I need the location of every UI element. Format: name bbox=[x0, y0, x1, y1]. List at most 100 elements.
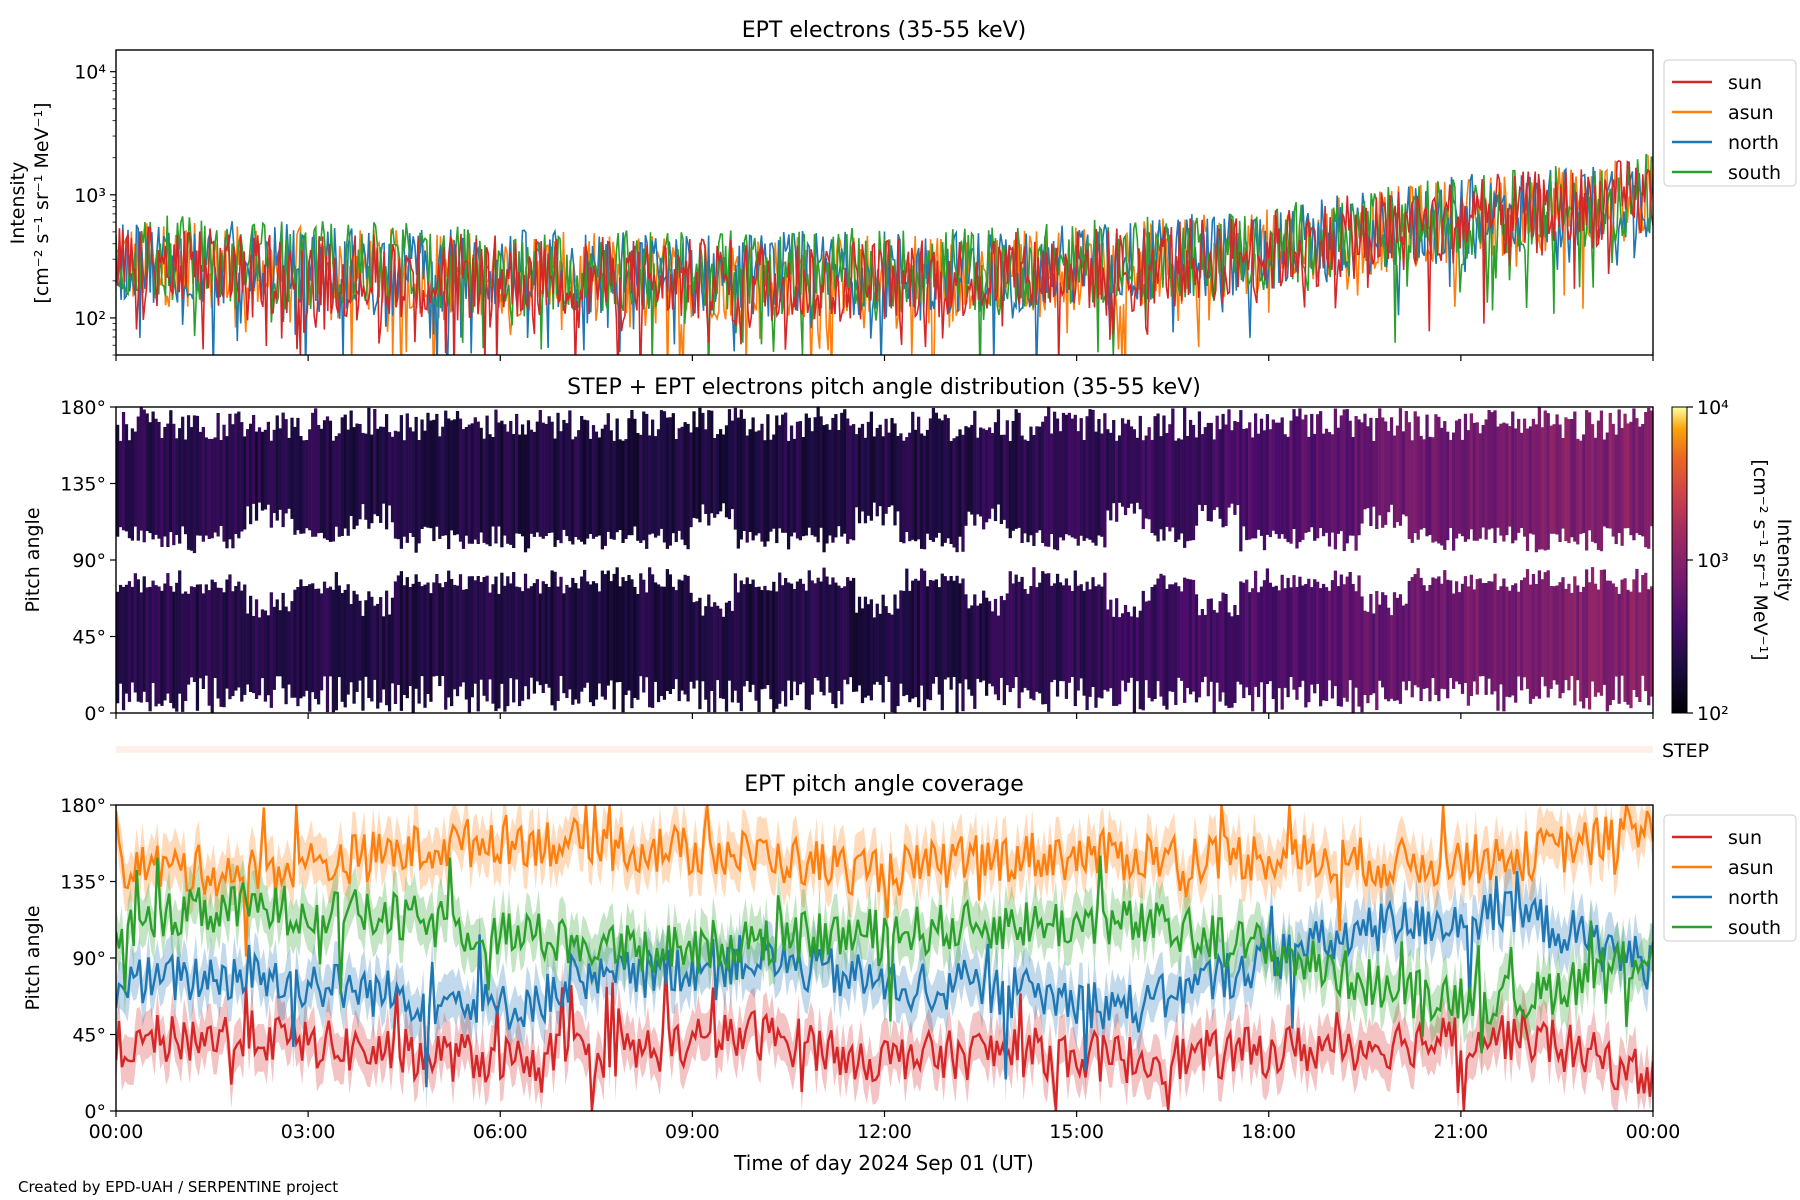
pad-cell bbox=[1221, 413, 1225, 528]
pad-cell bbox=[1582, 586, 1586, 709]
pad-cell bbox=[163, 427, 167, 537]
pad-cell bbox=[1555, 414, 1559, 535]
pad-cell bbox=[172, 591, 176, 709]
pad-cell bbox=[1200, 434, 1205, 511]
pad-cell bbox=[432, 582, 436, 677]
pad-cell bbox=[887, 432, 891, 507]
pad-cell bbox=[1064, 578, 1069, 699]
pad-cell bbox=[893, 594, 897, 713]
pad-cell bbox=[1579, 440, 1583, 535]
pad-cell bbox=[902, 440, 906, 544]
pad-cell bbox=[1324, 428, 1329, 533]
pad-cell bbox=[1171, 408, 1175, 528]
pad-cell bbox=[450, 579, 454, 707]
pad-cell bbox=[1298, 408, 1302, 543]
pad-cell bbox=[287, 437, 291, 509]
pad-cell bbox=[512, 434, 516, 548]
pad-cell bbox=[1620, 428, 1624, 546]
pad-cell bbox=[1452, 432, 1456, 551]
pad-cell bbox=[1165, 433, 1169, 527]
pad-cell bbox=[257, 617, 262, 696]
pad-cell bbox=[547, 587, 551, 688]
pad-cell bbox=[928, 580, 933, 701]
legend-label-south: south bbox=[1728, 162, 1781, 184]
pad-cell bbox=[1052, 411, 1057, 550]
pad-cell bbox=[1008, 441, 1012, 539]
coverage-series-north bbox=[116, 871, 1653, 1088]
pad-cell bbox=[707, 594, 711, 713]
pad-cell bbox=[931, 580, 936, 684]
pad-cell bbox=[1082, 440, 1086, 541]
pad-cell bbox=[1647, 407, 1651, 549]
pad-cell bbox=[529, 429, 534, 534]
pad-cell bbox=[1032, 567, 1036, 701]
pad-cell bbox=[370, 434, 374, 524]
pad-cell bbox=[1286, 436, 1290, 543]
pad-cell bbox=[1203, 427, 1207, 506]
pad-cell bbox=[201, 427, 205, 542]
intensity-legend: sun asun north south bbox=[1663, 59, 1797, 187]
ytick-label: 90° bbox=[72, 550, 106, 572]
pad-cell bbox=[399, 571, 404, 711]
pad-cell bbox=[538, 593, 542, 686]
pad-cell bbox=[526, 588, 531, 700]
pad-cell bbox=[908, 590, 912, 703]
pad-cell bbox=[382, 616, 386, 690]
pad-cell bbox=[544, 583, 548, 684]
pad-cell bbox=[659, 410, 664, 529]
pad-cell bbox=[1623, 578, 1627, 702]
pad-cell bbox=[1525, 569, 1530, 689]
pad-cell bbox=[1233, 605, 1237, 703]
pad-cell bbox=[766, 414, 770, 542]
pad-cell bbox=[178, 570, 182, 694]
pad-cell bbox=[778, 572, 782, 704]
pad-cell bbox=[1180, 591, 1184, 681]
pad-cell bbox=[142, 409, 146, 543]
pad-cell bbox=[1005, 420, 1009, 529]
pad-cell bbox=[831, 417, 835, 543]
pad-cell bbox=[222, 424, 226, 542]
pad-cell bbox=[529, 586, 534, 678]
pad-cell bbox=[1496, 590, 1500, 711]
pad-cell bbox=[195, 584, 200, 711]
pad-cell bbox=[583, 419, 587, 545]
pad-cell bbox=[1194, 594, 1199, 703]
pad-cell bbox=[503, 424, 507, 536]
pad-cell bbox=[775, 591, 779, 709]
pad-cell bbox=[1481, 425, 1485, 528]
pad-cell bbox=[1528, 584, 1533, 704]
pad-cell bbox=[1076, 431, 1080, 546]
pad-cell bbox=[130, 586, 135, 683]
pad-cell bbox=[1587, 412, 1592, 531]
pad-cell bbox=[1561, 577, 1565, 694]
colorbar-tick-label: 10³ bbox=[1697, 550, 1729, 572]
pad-cell bbox=[272, 606, 276, 690]
pad-cell bbox=[1188, 419, 1193, 541]
pad-cell bbox=[1608, 412, 1612, 529]
pad-cell bbox=[1215, 415, 1219, 508]
pad-cell bbox=[376, 428, 380, 517]
pad-cell bbox=[1537, 570, 1541, 699]
coverage-band-north bbox=[116, 847, 1653, 1111]
pad-cell bbox=[837, 430, 841, 527]
xtick-label: 21:00 bbox=[1433, 1121, 1488, 1143]
pad-cell bbox=[1514, 428, 1518, 541]
pad-cell bbox=[1567, 583, 1571, 691]
pad-cell bbox=[1419, 577, 1423, 702]
pad-cell bbox=[183, 591, 188, 701]
pad-cell bbox=[1162, 415, 1166, 541]
pad-cell bbox=[160, 438, 164, 547]
pad-cell bbox=[1123, 423, 1128, 516]
pad-cell bbox=[213, 437, 217, 533]
pad-cell bbox=[447, 418, 451, 550]
pad-cell bbox=[1265, 414, 1270, 535]
pad-cell bbox=[754, 431, 758, 536]
pad-cell bbox=[1141, 440, 1145, 530]
pad-cell bbox=[1585, 410, 1589, 551]
pad-cell bbox=[225, 436, 229, 549]
pad-cell bbox=[1517, 591, 1521, 677]
pad-cell bbox=[340, 417, 344, 536]
pad-cell bbox=[494, 409, 498, 544]
pad-cell bbox=[207, 590, 211, 706]
ytick-label: 10² bbox=[74, 308, 106, 330]
